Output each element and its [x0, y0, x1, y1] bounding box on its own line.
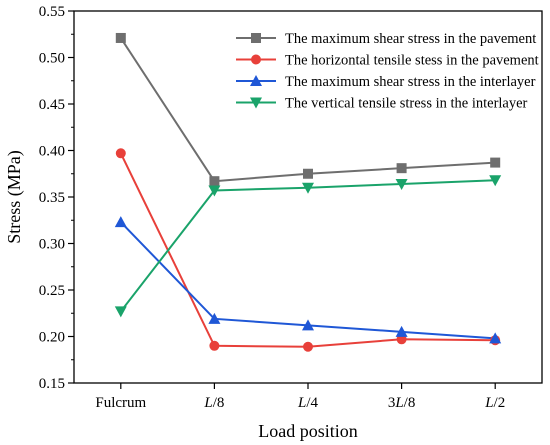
marker-square — [209, 176, 220, 187]
y-tick-label: 0.15 — [39, 376, 65, 392]
marker-triangle-up — [114, 216, 127, 228]
x-axis-ticks: Fulcrum L/8 L/4 3L/8 L/2 — [95, 383, 505, 411]
y-tick-label: 0.25 — [39, 283, 65, 299]
marker-square — [303, 168, 313, 179]
x-axis-title: Load position — [258, 421, 358, 441]
legend-label: The maximum shear stress in the interlay… — [285, 74, 536, 90]
legend: The maximum shear stress in the pavement… — [236, 31, 539, 112]
series-line-4 — [120, 179, 496, 313]
y-axis-title: Stress (MPa) — [4, 150, 25, 244]
y-tick-label: 0.35 — [39, 190, 65, 206]
marker-triangle-down — [208, 185, 221, 197]
y-tick-label: 0.20 — [39, 330, 65, 346]
marker-triangle-up — [489, 332, 502, 344]
y-tick-label: 0.45 — [39, 97, 65, 113]
y-tick-label: 0.50 — [39, 51, 65, 67]
marker-square — [396, 163, 407, 174]
marker-circle — [251, 54, 261, 65]
marker-triangle-up — [208, 312, 221, 324]
y-tick-label: 0.40 — [39, 144, 65, 160]
marker-triangle-down — [114, 306, 127, 318]
x-tick-label: L/4 — [297, 395, 319, 411]
marker-triangle-down — [489, 175, 502, 187]
x-tick-label: 3L/8 — [388, 395, 416, 411]
marker-circle — [209, 340, 220, 351]
marker-square — [251, 33, 261, 43]
marker-circle — [303, 341, 313, 352]
legend-label: The vertical tensile stress in the inter… — [285, 96, 528, 112]
marker-square — [115, 32, 126, 43]
y-tick-label: 0.55 — [39, 4, 65, 20]
legend-label: The horizontal tensile stess in the pave… — [285, 53, 539, 69]
series-markers — [114, 32, 502, 352]
marker-triangle-down — [302, 182, 314, 194]
marker-triangle-up — [250, 75, 262, 86]
x-tick-label: L/2 — [484, 395, 505, 411]
x-tick-label: L/8 — [203, 395, 224, 411]
marker-triangle-up — [395, 325, 408, 337]
y-axis-ticks: 0.15 0.20 0.25 0.30 0.35 0.40 0.45 0.50 0.55 — [39, 4, 74, 392]
legend-label: The maximum shear stress in the pavement — [285, 31, 536, 47]
marker-triangle-down — [250, 97, 262, 109]
marker-triangle-up — [302, 319, 314, 331]
marker-triangle-down — [395, 178, 408, 190]
x-tick-label: Fulcrum — [95, 395, 146, 411]
y-tick-label: 0.30 — [39, 237, 65, 253]
marker-circle — [115, 148, 126, 159]
marker-square — [490, 157, 501, 168]
